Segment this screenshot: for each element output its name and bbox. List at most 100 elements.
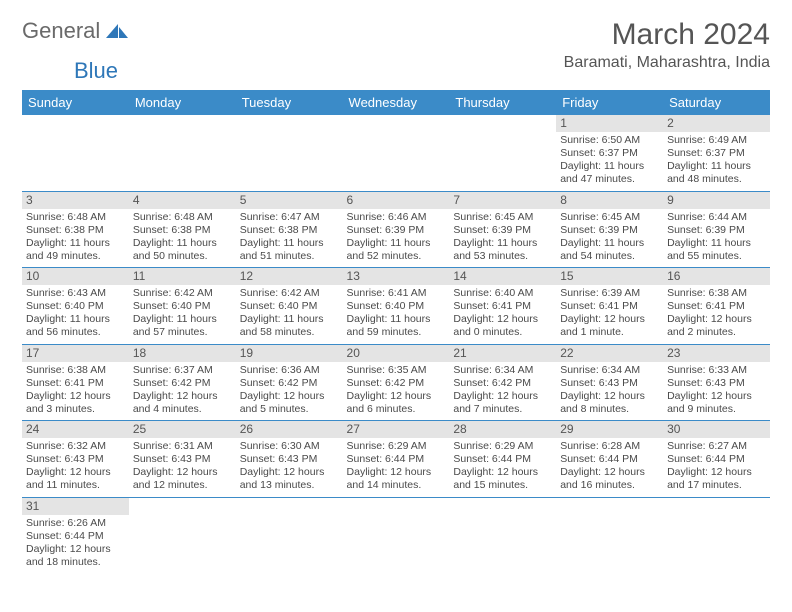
calendar-cell: 14Sunrise: 6:40 AMSunset: 6:41 PMDayligh…	[449, 268, 556, 345]
cell-line: Sunrise: 6:45 AM	[453, 211, 552, 224]
day-number: 8	[556, 192, 663, 209]
day-number: 31	[22, 498, 129, 515]
calendar-cell: 13Sunrise: 6:41 AMSunset: 6:40 PMDayligh…	[343, 268, 450, 345]
cell-line: Sunset: 6:39 PM	[347, 224, 446, 237]
calendar-cell: 3Sunrise: 6:48 AMSunset: 6:38 PMDaylight…	[22, 191, 129, 268]
calendar-cell	[343, 115, 450, 191]
day-number: 15	[556, 268, 663, 285]
cell-line: Sunrise: 6:43 AM	[26, 287, 125, 300]
calendar-cell	[129, 115, 236, 191]
calendar-cell: 11Sunrise: 6:42 AMSunset: 6:40 PMDayligh…	[129, 268, 236, 345]
cell-line: Sunset: 6:42 PM	[453, 377, 552, 390]
cell-line: Daylight: 11 hours	[667, 160, 766, 173]
cell-line: Sunset: 6:38 PM	[26, 224, 125, 237]
calendar-cell: 4Sunrise: 6:48 AMSunset: 6:38 PMDaylight…	[129, 191, 236, 268]
cell-line: Daylight: 11 hours	[667, 237, 766, 250]
calendar-cell: 24Sunrise: 6:32 AMSunset: 6:43 PMDayligh…	[22, 421, 129, 498]
cell-line: and 12 minutes.	[133, 479, 232, 492]
cell-line: Sunset: 6:40 PM	[26, 300, 125, 313]
cell-line: and 49 minutes.	[26, 250, 125, 263]
calendar-cell: 12Sunrise: 6:42 AMSunset: 6:40 PMDayligh…	[236, 268, 343, 345]
day-number: 9	[663, 192, 770, 209]
cell-line: Sunrise: 6:41 AM	[347, 287, 446, 300]
weekday-header: Saturday	[663, 90, 770, 115]
cell-line: Sunset: 6:44 PM	[26, 530, 125, 543]
cell-line: and 59 minutes.	[347, 326, 446, 339]
day-number: 19	[236, 345, 343, 362]
day-number: 23	[663, 345, 770, 362]
title-block: March 2024 Baramati, Maharashtra, India	[564, 18, 770, 72]
cell-line: and 47 minutes.	[560, 173, 659, 186]
cell-line: Daylight: 12 hours	[133, 390, 232, 403]
calendar-cell: 17Sunrise: 6:38 AMSunset: 6:41 PMDayligh…	[22, 344, 129, 421]
cell-line: Sunrise: 6:34 AM	[453, 364, 552, 377]
cell-line: Sunrise: 6:47 AM	[240, 211, 339, 224]
day-number: 26	[236, 421, 343, 438]
calendar-cell: 16Sunrise: 6:38 AMSunset: 6:41 PMDayligh…	[663, 268, 770, 345]
day-number: 5	[236, 192, 343, 209]
cell-line: Daylight: 11 hours	[26, 313, 125, 326]
weekday-header: Tuesday	[236, 90, 343, 115]
cell-line: Sunset: 6:43 PM	[667, 377, 766, 390]
calendar-cell: 18Sunrise: 6:37 AMSunset: 6:42 PMDayligh…	[129, 344, 236, 421]
cell-line: Daylight: 12 hours	[347, 390, 446, 403]
cell-line: Sunrise: 6:40 AM	[453, 287, 552, 300]
day-number: 7	[449, 192, 556, 209]
calendar-row: 3Sunrise: 6:48 AMSunset: 6:38 PMDaylight…	[22, 191, 770, 268]
day-number: 25	[129, 421, 236, 438]
day-number: 1	[556, 115, 663, 132]
calendar-cell	[663, 497, 770, 573]
calendar-cell	[236, 497, 343, 573]
cell-line: Sunset: 6:43 PM	[560, 377, 659, 390]
calendar-cell	[343, 497, 450, 573]
calendar-cell: 23Sunrise: 6:33 AMSunset: 6:43 PMDayligh…	[663, 344, 770, 421]
cell-line: and 53 minutes.	[453, 250, 552, 263]
day-number: 20	[343, 345, 450, 362]
calendar-row: 17Sunrise: 6:38 AMSunset: 6:41 PMDayligh…	[22, 344, 770, 421]
calendar-row: 10Sunrise: 6:43 AMSunset: 6:40 PMDayligh…	[22, 268, 770, 345]
cell-line: Sunset: 6:38 PM	[133, 224, 232, 237]
day-number: 21	[449, 345, 556, 362]
cell-line: and 9 minutes.	[667, 403, 766, 416]
cell-line: Daylight: 12 hours	[26, 543, 125, 556]
logo-text-general: General	[22, 18, 100, 43]
cell-line: Sunset: 6:41 PM	[453, 300, 552, 313]
cell-line: Sunrise: 6:31 AM	[133, 440, 232, 453]
cell-line: Sunrise: 6:46 AM	[347, 211, 446, 224]
calendar-cell: 30 Sunrise: 6:27 AMSunset: 6:44 PMDayligh…	[663, 421, 770, 498]
cell-line: Sunset: 6:37 PM	[667, 147, 766, 160]
cell-line: Sunset: 6:42 PM	[347, 377, 446, 390]
logo: General	[22, 18, 130, 44]
cell-line: Sunrise: 6:27 AM	[667, 440, 766, 453]
cell-line: and 11 minutes.	[26, 479, 125, 492]
cell-line: and 18 minutes.	[26, 556, 125, 569]
cell-line: Sunrise: 6:42 AM	[133, 287, 232, 300]
cell-line: and 4 minutes.	[133, 403, 232, 416]
calendar-cell	[556, 497, 663, 573]
sail-icon	[104, 22, 130, 40]
calendar-cell	[129, 497, 236, 573]
cell-line: Daylight: 11 hours	[347, 313, 446, 326]
cell-line: Sunrise: 6:42 AM	[240, 287, 339, 300]
day-number: 22	[556, 345, 663, 362]
day-number: 27	[343, 421, 450, 438]
cell-line: Sunrise: 6:28 AM	[560, 440, 659, 453]
calendar-cell: 25Sunrise: 6:31 AMSunset: 6:43 PMDayligh…	[129, 421, 236, 498]
weekday-header: Wednesday	[343, 90, 450, 115]
cell-line: Daylight: 12 hours	[453, 466, 552, 479]
calendar-cell: 5Sunrise: 6:47 AMSunset: 6:38 PMDaylight…	[236, 191, 343, 268]
day-number: 24	[22, 421, 129, 438]
calendar-cell: 7Sunrise: 6:45 AMSunset: 6:39 PMDaylight…	[449, 191, 556, 268]
cell-line: and 5 minutes.	[240, 403, 339, 416]
day-number: 18	[129, 345, 236, 362]
cell-line: Daylight: 12 hours	[133, 466, 232, 479]
cell-line: Daylight: 12 hours	[667, 466, 766, 479]
day-number: 30	[663, 421, 770, 438]
cell-line: Sunrise: 6:36 AM	[240, 364, 339, 377]
day-number: 11	[129, 268, 236, 285]
cell-line: Sunset: 6:44 PM	[667, 453, 766, 466]
calendar-cell: 2Sunrise: 6:49 AMSunset: 6:37 PMDaylight…	[663, 115, 770, 191]
day-number: 4	[129, 192, 236, 209]
cell-line: and 6 minutes.	[347, 403, 446, 416]
cell-line: Daylight: 12 hours	[240, 466, 339, 479]
